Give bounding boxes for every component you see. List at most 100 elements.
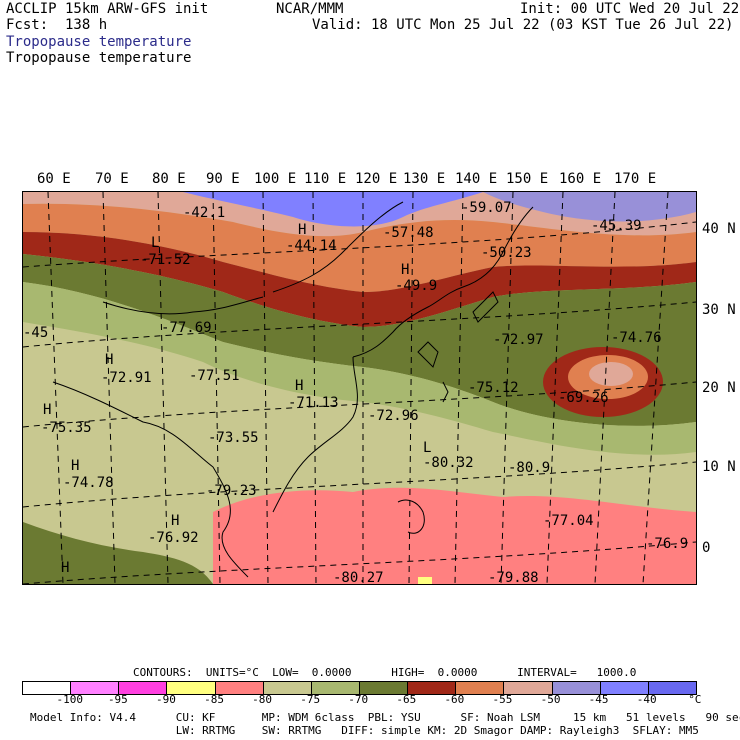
- lat-label: 10 N: [702, 459, 736, 475]
- lon-label: 160 E: [559, 171, 602, 187]
- colorbar-swatch: [167, 682, 216, 694]
- annotation: -71.13: [288, 395, 339, 411]
- colorbar-swatch: [600, 682, 649, 694]
- annotation: -73.55: [208, 430, 259, 446]
- annotation: L: [423, 440, 431, 456]
- annotation: -74.78: [63, 475, 114, 491]
- annotation: -75.12: [468, 380, 519, 396]
- colorbar-label: -45: [588, 693, 609, 706]
- annotation: -75.35: [41, 420, 92, 436]
- field-band-lavender: [483, 192, 696, 222]
- field-band-blue: [183, 192, 483, 227]
- annotation: -45.39: [591, 218, 642, 234]
- colorbar-label: -75: [300, 693, 321, 706]
- field-cold-pink: [213, 487, 696, 584]
- annotation: -71.52: [140, 252, 191, 268]
- annotation: H: [61, 560, 69, 576]
- annotation: -76.92: [148, 530, 199, 546]
- lon-label: 100 E: [254, 171, 297, 187]
- annotation: H: [401, 262, 409, 278]
- annotation: -74.76: [611, 330, 662, 346]
- annotation: -80.32: [423, 455, 474, 471]
- field-band-dark-olive: [23, 254, 696, 426]
- tropopause-temperature-map: -42.1 -57.48 -59.07 -45.39 H -44.14 L -7…: [22, 191, 697, 585]
- lon-label: 80 E: [152, 171, 186, 187]
- lat-label: 40 N: [702, 221, 736, 237]
- lat-label: 20 N: [702, 380, 736, 396]
- colorbar: [22, 681, 697, 695]
- colorbar-label: -65: [396, 693, 417, 706]
- colorbar-swatch: [71, 682, 120, 694]
- model-info-line2: LW: RRTMG SW: RRTMG DIFF: simple KM: 2D …: [30, 724, 699, 737]
- field-band-orange: [23, 203, 696, 292]
- lon-label: 120 E: [355, 171, 398, 187]
- field-band-red: [23, 232, 696, 327]
- colorbar-label: -70: [348, 693, 369, 706]
- colorbar-label: -40: [636, 693, 657, 706]
- colorbar-swatch: [119, 682, 168, 694]
- lon-label: 150 E: [506, 171, 549, 187]
- lon-label: 60 E: [37, 171, 71, 187]
- colorbar-swatch: [408, 682, 457, 694]
- annotation: -45: [23, 325, 48, 341]
- init-time: Init: 00 UTC Wed 20 Jul 22: [520, 1, 740, 17]
- map-canvas: -42.1 -57.48 -59.07 -45.39 H -44.14 L -7…: [23, 192, 696, 584]
- annotation: -69.26: [558, 390, 609, 406]
- annotation: -79.23: [206, 483, 257, 499]
- annotation: -42.1: [183, 205, 225, 221]
- field-sw-olive: [23, 522, 213, 584]
- annotation: -44.14: [286, 238, 337, 254]
- colorbar-swatch: [456, 682, 505, 694]
- annotation: -50.23: [481, 245, 532, 261]
- field-anomaly-inner: [589, 362, 633, 386]
- annotation: H: [298, 222, 306, 238]
- lat-label: 0: [702, 540, 711, 556]
- field-title-secondary: Tropopause temperature: [6, 50, 192, 66]
- colorbar-label: -100: [56, 693, 83, 706]
- annotation: H: [171, 513, 179, 529]
- center-label: NCAR/MMM: [276, 1, 344, 17]
- field-band-mid-olive: [23, 282, 696, 455]
- annotation: -80.27: [333, 570, 384, 584]
- colorbar-label: °C: [688, 693, 702, 706]
- colorbar-swatch: [552, 682, 601, 694]
- annotation: -79.88: [488, 570, 539, 584]
- colorbar-label: -55: [492, 693, 513, 706]
- lat-label: 30 N: [702, 302, 736, 318]
- annotation: -76.9: [646, 536, 688, 552]
- field-yellow-spot: [418, 577, 432, 584]
- annotation: H: [105, 352, 113, 368]
- colorbar-label: -85: [204, 693, 224, 706]
- annotation: H: [71, 458, 79, 474]
- lon-label: 70 E: [95, 171, 129, 187]
- colorbar-swatch: [311, 682, 360, 694]
- model-title: ACCLIP 15km ARW-GFS init: [6, 1, 209, 17]
- annotation: -80.9: [508, 460, 550, 476]
- annotation: -57.48: [383, 225, 434, 241]
- colorbar-label: -60: [444, 693, 465, 706]
- annotation: -77.04: [543, 513, 594, 529]
- colorbar-label: -95: [107, 693, 128, 706]
- model-info-line1: Model Info: V4.4 CU: KF MP: WDM 6class P…: [30, 711, 740, 724]
- annotation: -77.69: [161, 320, 212, 336]
- forecast-hour: Fcst: 138 h: [6, 17, 108, 33]
- graticule: [23, 192, 696, 584]
- colorbar-swatch: [263, 682, 312, 694]
- lon-label: 130 E: [403, 171, 446, 187]
- annotation: L: [151, 235, 159, 251]
- lon-label: 140 E: [455, 171, 498, 187]
- annotation: -72.96: [368, 408, 419, 424]
- colorbar-label: -90: [156, 693, 176, 706]
- lon-label: 170 E: [614, 171, 657, 187]
- annotation: -72.91: [101, 370, 152, 386]
- annotation: -59.07: [461, 200, 512, 216]
- colorbar-label: -80: [252, 693, 273, 706]
- annotation: -72.97: [493, 332, 544, 348]
- annotation: H: [295, 378, 303, 394]
- map-annotations: -42.1 -57.48 -59.07 -45.39 H -44.14 L -7…: [23, 200, 688, 584]
- lon-label: 110 E: [304, 171, 347, 187]
- contours-info: CONTOURS: UNITS=°C LOW= 0.0000 HIGH= 0.0…: [133, 666, 637, 679]
- annotation: -77.51: [189, 368, 240, 384]
- colorbar-swatch: [504, 682, 553, 694]
- colorbar-label: -50: [540, 693, 561, 706]
